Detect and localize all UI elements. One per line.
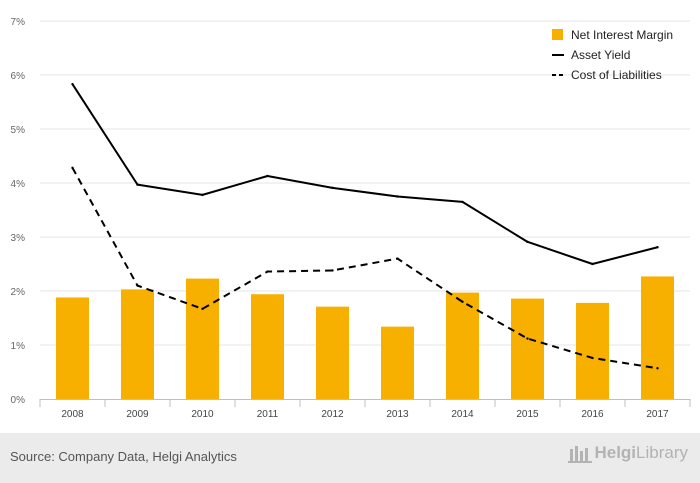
- y-tick-label: 1%: [11, 341, 26, 352]
- bar: [641, 276, 674, 399]
- bar: [511, 298, 544, 399]
- x-tick-label: 2016: [581, 409, 604, 420]
- x-tick-label: 2008: [61, 409, 84, 420]
- chart-svg: 0% 1% 2% 3% 4% 5% 6% 7% 2008 2009 2010 2011 2012 2013…: [11, 17, 691, 420]
- library-icon: [568, 446, 593, 463]
- line-point: [526, 240, 529, 244]
- x-tick-label: 2013: [386, 409, 409, 420]
- line-point: [331, 269, 334, 272]
- x-tick-label: 2011: [257, 409, 279, 420]
- line-point: [526, 337, 529, 340]
- line-point: [266, 270, 269, 273]
- source-text: Source: Company Data, Helgi Analytics: [10, 449, 237, 464]
- y-tick-label: 5%: [11, 125, 26, 136]
- x-tick-label: 2014: [451, 409, 474, 420]
- bar: [186, 278, 219, 399]
- line-point: [266, 174, 269, 178]
- line-point: [201, 307, 204, 311]
- footer-bar: Source: Company Data, Helgi Analytics He…: [0, 433, 700, 483]
- x-tick-label: 2017: [646, 409, 669, 420]
- y-tick-label: 0%: [11, 395, 26, 406]
- line-point: [71, 166, 74, 170]
- bar: [576, 302, 609, 399]
- brand-name-part1: Helgi: [594, 443, 637, 462]
- bar: [316, 306, 349, 399]
- series-line-dashed: [71, 167, 658, 370]
- x-tick-label: 2012: [321, 409, 344, 420]
- legend-swatch: [552, 29, 563, 40]
- line-point: [656, 367, 659, 370]
- line-point: [331, 186, 334, 190]
- bar: [381, 326, 414, 399]
- x-tick-label: 2015: [516, 409, 539, 420]
- bar: [446, 292, 479, 399]
- bar: [251, 294, 284, 399]
- bar: [121, 289, 154, 399]
- bar: [56, 297, 89, 399]
- line-point: [396, 195, 399, 198]
- y-tick-label: 4%: [11, 179, 26, 190]
- legend-label: Asset Yield: [571, 48, 630, 62]
- brand-name-part2: Library: [636, 443, 688, 462]
- line-point: [201, 193, 204, 197]
- y-tick-label: 6%: [11, 71, 26, 82]
- line-point: [461, 300, 464, 303]
- y-tick-label: 2%: [11, 287, 26, 298]
- line-point: [461, 200, 464, 204]
- y-tick-label: 7%: [11, 17, 26, 28]
- legend-label: Cost of Liabilities: [571, 68, 662, 82]
- series-line-solid: [71, 83, 658, 265]
- legend-label: Net Interest Margin: [571, 28, 673, 42]
- line-point: [591, 262, 594, 266]
- line-point: [591, 356, 594, 360]
- line-point: [396, 257, 399, 260]
- x-tick-label: 2010: [191, 409, 214, 420]
- y-tick-label: 3%: [11, 233, 26, 244]
- x-tick-label: 2009: [126, 409, 149, 420]
- line-point: [71, 82, 74, 86]
- brand-logo: Helgi Library: [568, 443, 688, 463]
- line-point: [136, 183, 139, 186]
- line-point: [656, 246, 659, 249]
- line-point: [136, 284, 139, 287]
